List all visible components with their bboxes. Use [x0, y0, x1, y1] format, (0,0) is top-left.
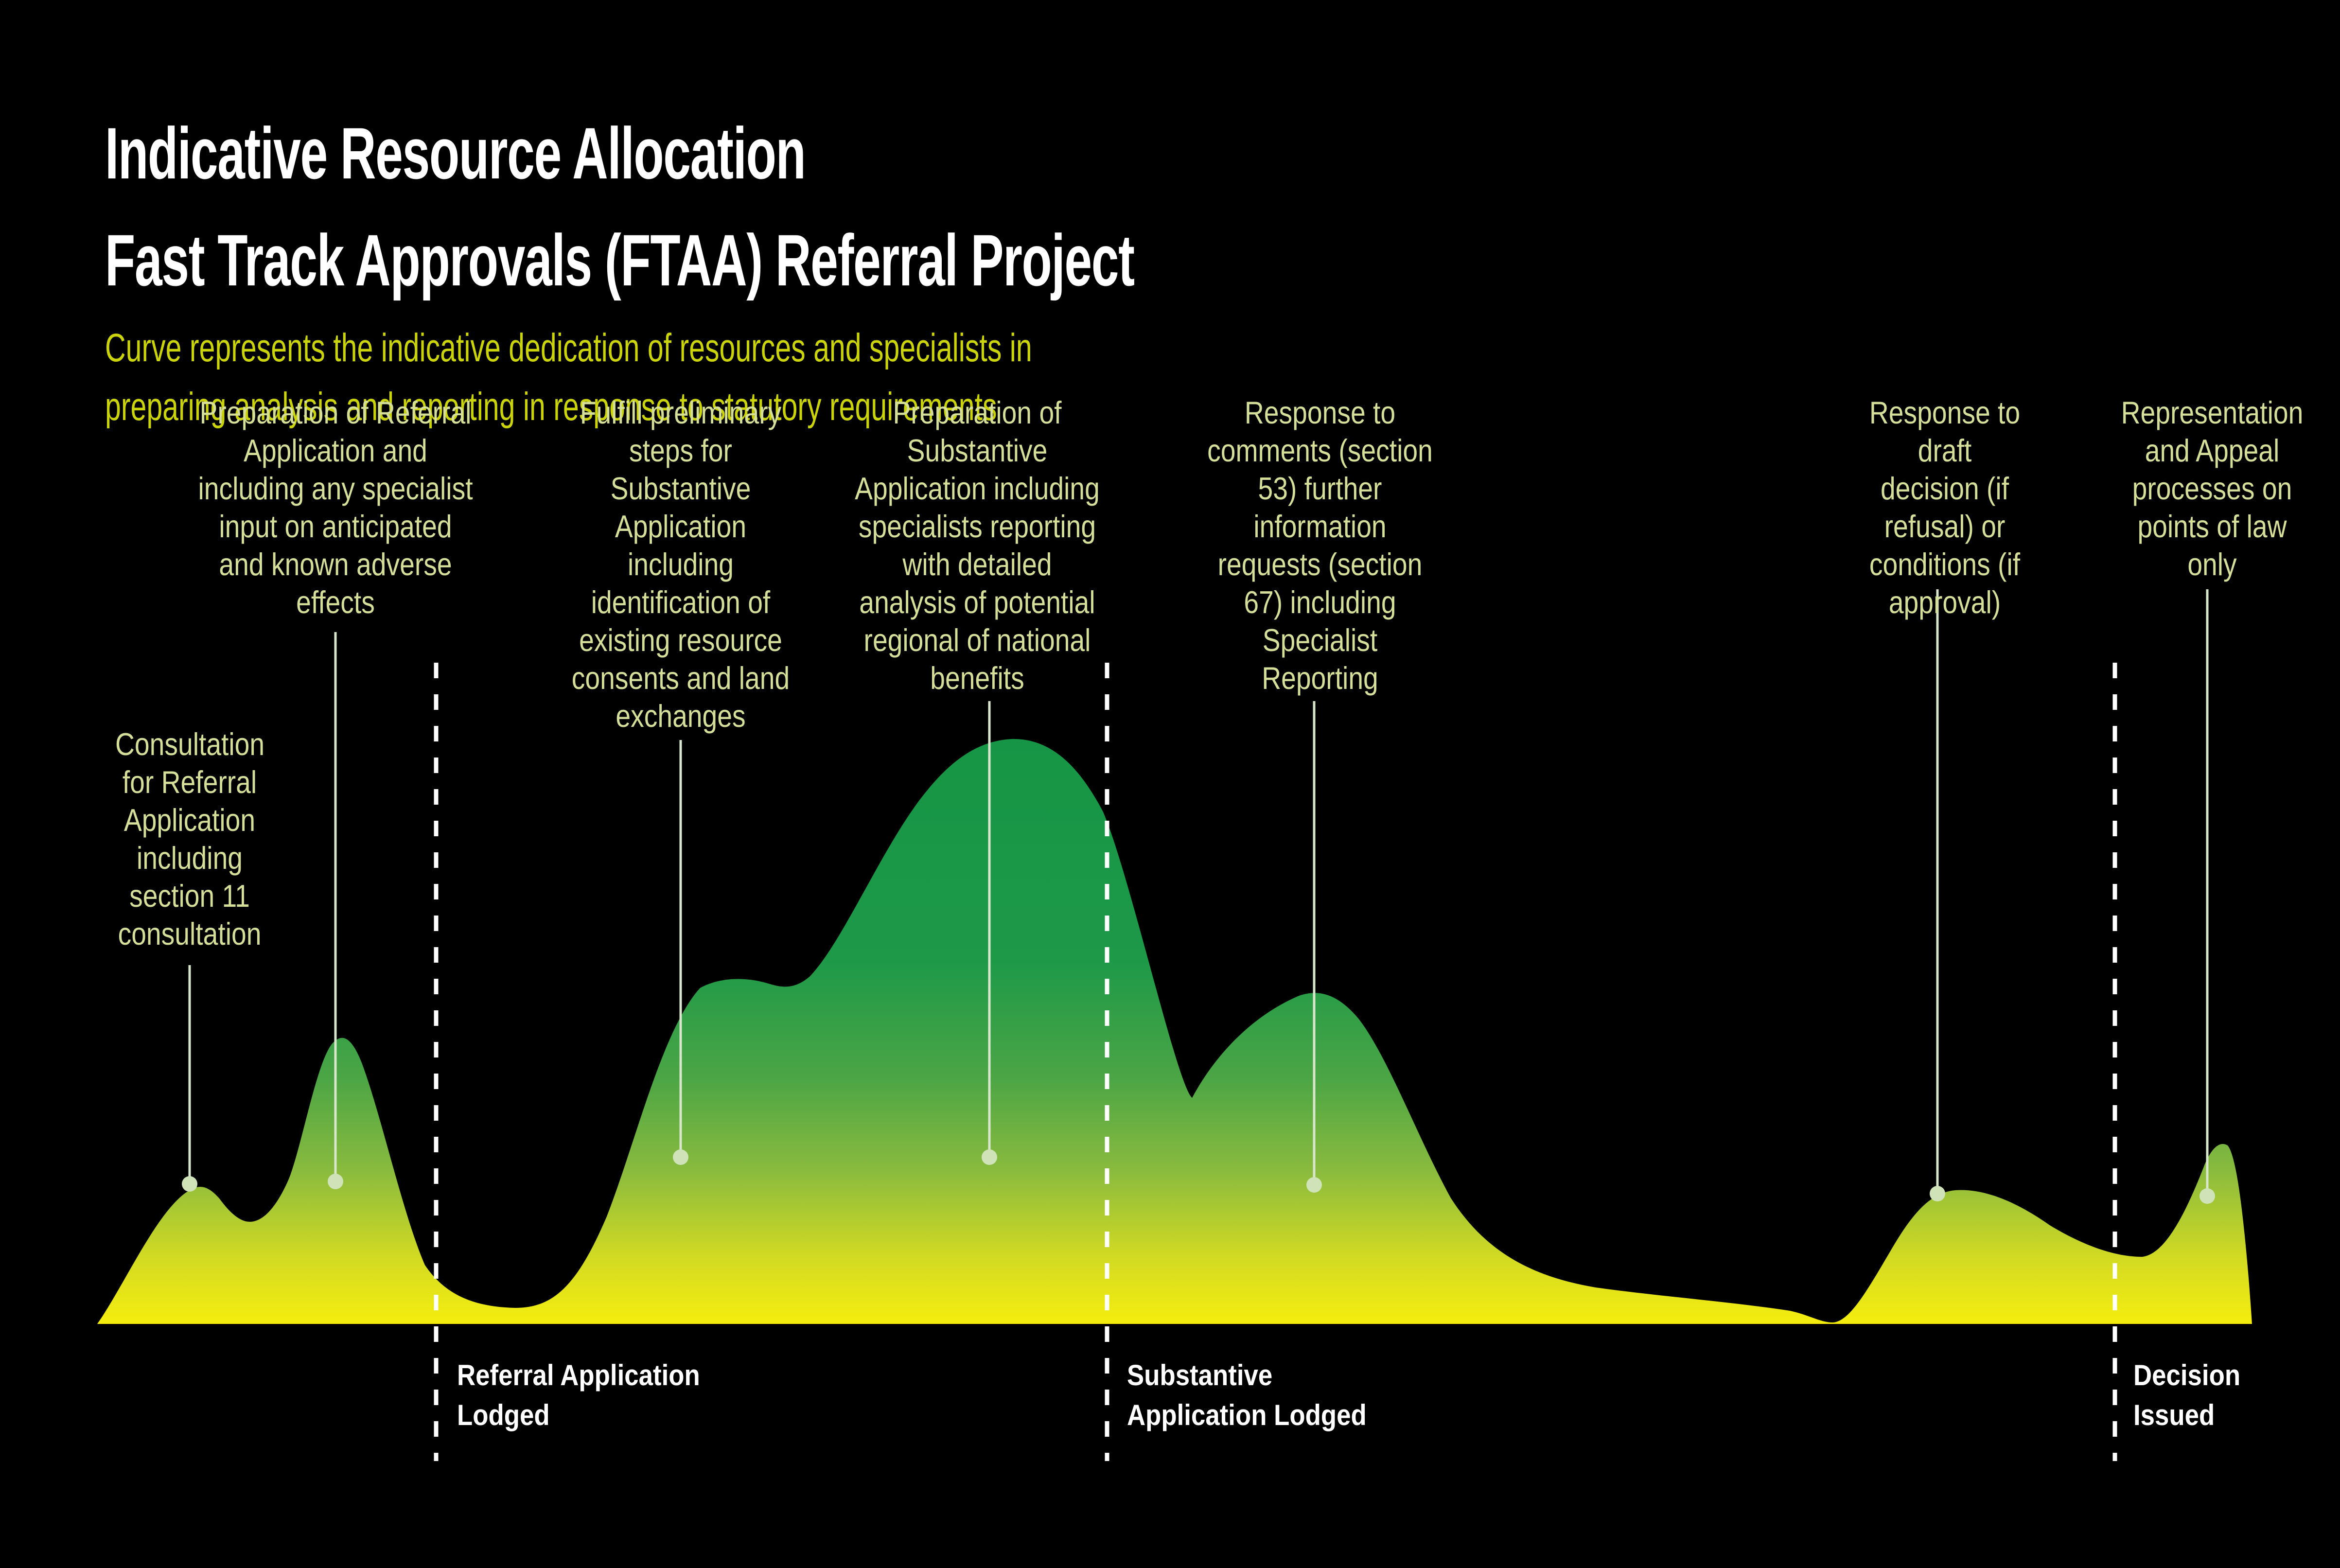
marker-dot-representation-appeal	[2199, 1188, 2215, 1204]
annotation-response-draft: Response to draft decision (if refusal) …	[1869, 395, 2021, 620]
marker-dot-fulfill-preliminary	[673, 1149, 688, 1165]
annotation-representation-appeal: Representation and Appeal processes on p…	[2121, 395, 2304, 582]
marker-dot-response-draft	[1930, 1186, 1945, 1201]
milestone-label-substantive-lodged: Substantive Application Lodged	[1127, 1359, 1367, 1431]
annotation-response-comments: Response to comments (section 53) furthe…	[1207, 395, 1433, 696]
annotation-fulfill-preliminary: Fulfill preliminary steps for Substantiv…	[571, 395, 790, 734]
marker-dot-response-comments	[1306, 1177, 1322, 1193]
milestone-label-decision-issued: Decision Issued	[2133, 1359, 2241, 1431]
annotation-prep-referral: Preparation of Referral Application and …	[198, 395, 473, 620]
page-title: Indicative Resource Allocation Fast Trac…	[105, 112, 1135, 301]
marker-dot-prep-referral	[328, 1174, 343, 1189]
annotation-consultation: Consultation for Referral Application in…	[115, 726, 265, 951]
marker-dot-consultation	[182, 1176, 197, 1192]
annotation-prep-substantive: Preparation of Substantive Application i…	[855, 395, 1100, 696]
resource-curve-area	[97, 739, 2252, 1324]
marker-dot-prep-substantive	[982, 1149, 997, 1165]
milestone-label-referral-lodged: Referral Application Lodged	[457, 1359, 700, 1431]
page-subtitle: Curve represents the indicative dedicati…	[105, 326, 1032, 429]
